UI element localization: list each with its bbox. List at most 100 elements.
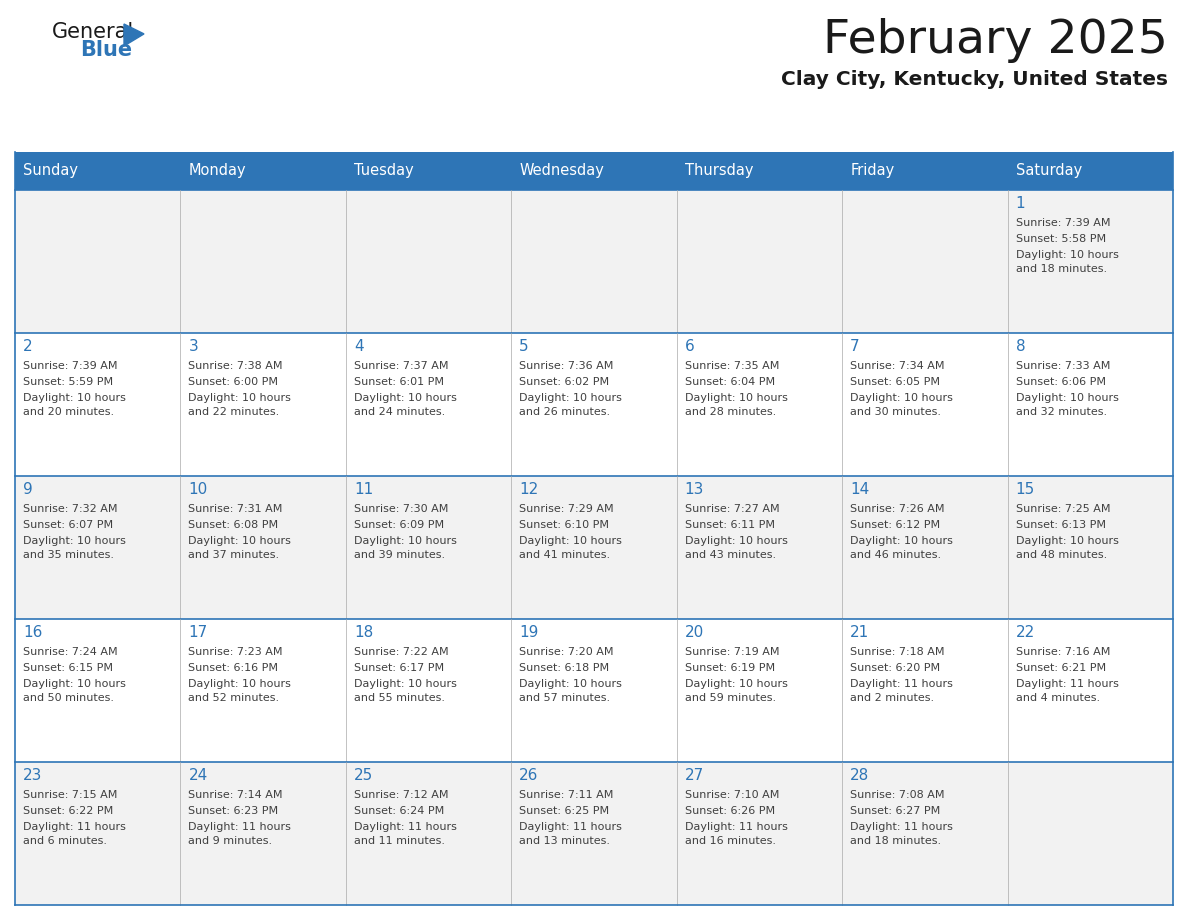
Text: Blue: Blue [80,40,132,60]
Text: Sunrise: 7:20 AM: Sunrise: 7:20 AM [519,647,614,657]
Text: Daylight: 10 hours: Daylight: 10 hours [851,393,953,403]
Text: 28: 28 [851,768,870,783]
Text: Sunset: 6:09 PM: Sunset: 6:09 PM [354,520,444,530]
Text: Sunset: 6:12 PM: Sunset: 6:12 PM [851,520,940,530]
Text: February 2025: February 2025 [823,18,1168,63]
Text: Sunrise: 7:22 AM: Sunrise: 7:22 AM [354,647,449,657]
Text: and 16 minutes.: and 16 minutes. [684,836,776,846]
Text: and 55 minutes.: and 55 minutes. [354,693,444,703]
Text: and 37 minutes.: and 37 minutes. [189,550,279,560]
Text: Sunrise: 7:37 AM: Sunrise: 7:37 AM [354,361,448,371]
Text: Sunrise: 7:30 AM: Sunrise: 7:30 AM [354,504,448,514]
Text: Daylight: 10 hours: Daylight: 10 hours [189,679,291,689]
Text: Daylight: 10 hours: Daylight: 10 hours [23,679,126,689]
Text: Sunset: 6:04 PM: Sunset: 6:04 PM [684,377,775,387]
Text: and 20 minutes.: and 20 minutes. [23,407,114,417]
Text: Wednesday: Wednesday [519,163,605,178]
Text: 15: 15 [1016,482,1035,497]
Text: Tuesday: Tuesday [354,163,413,178]
Text: Sunset: 5:59 PM: Sunset: 5:59 PM [23,377,113,387]
Text: 22: 22 [1016,625,1035,640]
Text: Sunset: 6:15 PM: Sunset: 6:15 PM [23,663,113,673]
Text: Sunset: 6:22 PM: Sunset: 6:22 PM [23,806,113,816]
Text: and 13 minutes.: and 13 minutes. [519,836,611,846]
Text: and 22 minutes.: and 22 minutes. [189,407,279,417]
Text: Sunset: 5:58 PM: Sunset: 5:58 PM [1016,234,1106,244]
Text: and 32 minutes.: and 32 minutes. [1016,407,1107,417]
Bar [15,333,1173,476]
Bar [15,190,1173,333]
Text: Sunset: 6:27 PM: Sunset: 6:27 PM [851,806,941,816]
Text: and 35 minutes.: and 35 minutes. [23,550,114,560]
Text: Sunset: 6:16 PM: Sunset: 6:16 PM [189,663,278,673]
Text: Sunset: 6:06 PM: Sunset: 6:06 PM [1016,377,1106,387]
Text: Thursday: Thursday [684,163,753,178]
Text: and 46 minutes.: and 46 minutes. [851,550,941,560]
Text: and 30 minutes.: and 30 minutes. [851,407,941,417]
Text: Sunrise: 7:12 AM: Sunrise: 7:12 AM [354,790,448,800]
Text: 18: 18 [354,625,373,640]
Text: Sunset: 6:23 PM: Sunset: 6:23 PM [189,806,278,816]
Text: Daylight: 10 hours: Daylight: 10 hours [23,536,126,546]
Text: 4: 4 [354,339,364,354]
Text: Sunrise: 7:16 AM: Sunrise: 7:16 AM [1016,647,1110,657]
Text: Daylight: 11 hours: Daylight: 11 hours [354,822,456,832]
Text: Daylight: 11 hours: Daylight: 11 hours [23,822,126,832]
Text: Daylight: 10 hours: Daylight: 10 hours [189,393,291,403]
Text: 1: 1 [1016,196,1025,211]
Text: Sunset: 6:19 PM: Sunset: 6:19 PM [684,663,775,673]
Text: Sunrise: 7:35 AM: Sunrise: 7:35 AM [684,361,779,371]
Text: Sunrise: 7:33 AM: Sunrise: 7:33 AM [1016,361,1110,371]
Text: Clay City, Kentucky, United States: Clay City, Kentucky, United States [781,70,1168,89]
Text: 6: 6 [684,339,695,354]
Text: Monday: Monday [189,163,246,178]
Text: 26: 26 [519,768,538,783]
Text: Sunset: 6:17 PM: Sunset: 6:17 PM [354,663,444,673]
Text: and 18 minutes.: and 18 minutes. [851,836,941,846]
Bar [15,476,1173,619]
Text: 9: 9 [23,482,33,497]
Text: 21: 21 [851,625,870,640]
Text: Daylight: 11 hours: Daylight: 11 hours [189,822,291,832]
Text: Daylight: 10 hours: Daylight: 10 hours [354,679,456,689]
Text: Sunrise: 7:18 AM: Sunrise: 7:18 AM [851,647,944,657]
Text: and 6 minutes.: and 6 minutes. [23,836,107,846]
Text: Daylight: 10 hours: Daylight: 10 hours [684,536,788,546]
Bar [677,152,842,190]
Text: Daylight: 10 hours: Daylight: 10 hours [354,393,456,403]
Text: Sunrise: 7:39 AM: Sunrise: 7:39 AM [23,361,118,371]
Text: 25: 25 [354,768,373,783]
Text: and 39 minutes.: and 39 minutes. [354,550,446,560]
Bar [346,152,511,190]
Text: Sunrise: 7:34 AM: Sunrise: 7:34 AM [851,361,944,371]
Text: Sunset: 6:26 PM: Sunset: 6:26 PM [684,806,775,816]
Text: Daylight: 11 hours: Daylight: 11 hours [851,679,953,689]
Bar [511,152,677,190]
Text: and 26 minutes.: and 26 minutes. [519,407,611,417]
Text: Sunset: 6:01 PM: Sunset: 6:01 PM [354,377,444,387]
Text: Sunset: 6:10 PM: Sunset: 6:10 PM [519,520,609,530]
Text: Daylight: 10 hours: Daylight: 10 hours [519,679,623,689]
Text: Daylight: 11 hours: Daylight: 11 hours [1016,679,1118,689]
Text: Sunrise: 7:19 AM: Sunrise: 7:19 AM [684,647,779,657]
Text: 11: 11 [354,482,373,497]
Text: Sunrise: 7:25 AM: Sunrise: 7:25 AM [1016,504,1110,514]
Text: Sunset: 6:18 PM: Sunset: 6:18 PM [519,663,609,673]
Text: General: General [52,22,134,42]
Text: Daylight: 10 hours: Daylight: 10 hours [684,679,788,689]
Text: Sunset: 6:21 PM: Sunset: 6:21 PM [1016,663,1106,673]
Text: Sunset: 6:13 PM: Sunset: 6:13 PM [1016,520,1106,530]
Text: and 18 minutes.: and 18 minutes. [1016,264,1107,274]
Text: Sunset: 6:05 PM: Sunset: 6:05 PM [851,377,940,387]
Bar [181,152,346,190]
Text: 17: 17 [189,625,208,640]
Text: Sunset: 6:25 PM: Sunset: 6:25 PM [519,806,609,816]
Text: 14: 14 [851,482,870,497]
Bar [842,152,1007,190]
Text: Daylight: 10 hours: Daylight: 10 hours [519,393,623,403]
Text: 23: 23 [23,768,43,783]
Text: Daylight: 10 hours: Daylight: 10 hours [23,393,126,403]
Text: Sunrise: 7:31 AM: Sunrise: 7:31 AM [189,504,283,514]
Text: 7: 7 [851,339,860,354]
Text: 8: 8 [1016,339,1025,354]
